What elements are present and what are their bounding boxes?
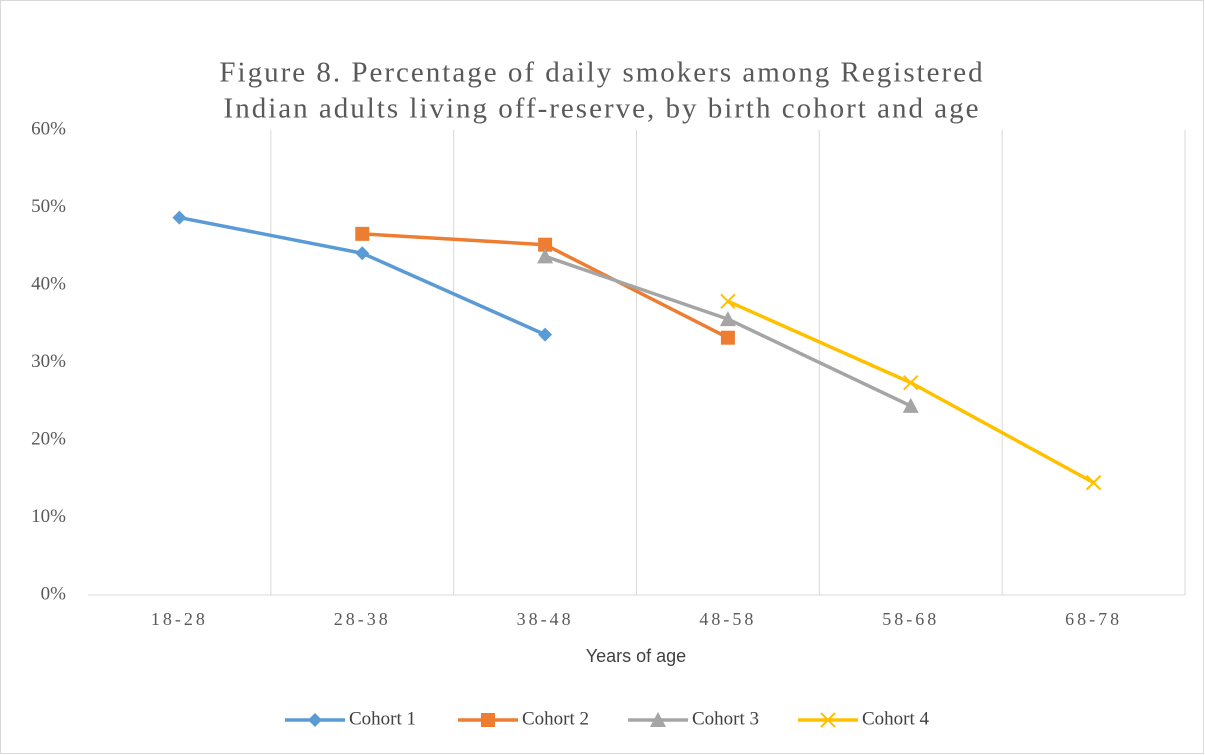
y-tick-label: 50%: [31, 196, 66, 217]
y-tick-label: 0%: [41, 583, 67, 604]
y-tick-label: 40%: [31, 273, 66, 294]
legend-label: Cohort 2: [522, 708, 589, 729]
legend-marker: [650, 712, 666, 727]
x-tick-label: 48-58: [699, 609, 756, 629]
x-tick-label: 58-68: [882, 609, 939, 629]
marker: [719, 311, 736, 327]
series: [537, 248, 919, 413]
legend-marker: [308, 713, 322, 727]
marker: [903, 374, 919, 391]
legend-label: Cohort 1: [349, 708, 416, 729]
x-axis-label: Years of age: [586, 646, 686, 666]
marker: [902, 397, 919, 413]
x-tick-label: 68-78: [1065, 609, 1122, 629]
y-tick-label: 60%: [31, 118, 66, 139]
marker: [355, 226, 370, 241]
legend-marker: [820, 712, 836, 728]
y-tick-label: 30%: [31, 351, 66, 372]
marker: [538, 327, 553, 342]
legend-label: Cohort 4: [862, 708, 930, 729]
series: [172, 210, 553, 342]
marker: [355, 246, 370, 261]
series: [355, 226, 735, 345]
y-tick-label: 20%: [31, 428, 66, 449]
chart-title: Figure 8. Percentage of daily smokers am…: [219, 57, 984, 89]
x-tick-label: 18-28: [151, 609, 208, 629]
legend-label: Cohort 3: [692, 708, 759, 729]
series: [720, 293, 1102, 491]
marker: [537, 248, 554, 264]
marker: [172, 210, 187, 225]
chart-title: Indian adults living off-reserve, by bir…: [224, 93, 981, 125]
marker: [1085, 474, 1102, 491]
marker: [538, 237, 553, 252]
legend-marker: [481, 713, 495, 727]
marker: [720, 330, 735, 345]
x-tick-label: 38-48: [517, 609, 574, 629]
x-tick-label: 28-38: [334, 609, 391, 629]
y-tick-label: 10%: [31, 506, 66, 527]
marker: [720, 293, 736, 309]
